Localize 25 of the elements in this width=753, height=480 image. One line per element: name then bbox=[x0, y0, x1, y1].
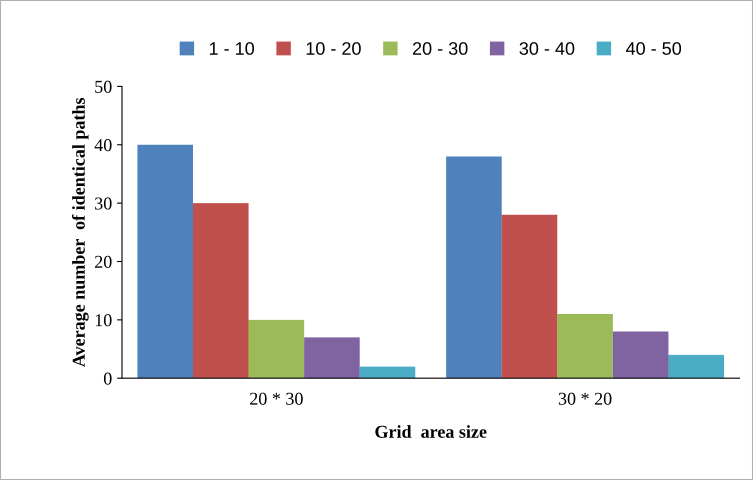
bar bbox=[192, 203, 249, 378]
bar bbox=[137, 144, 193, 378]
y-axis-title: Average number of identical paths bbox=[72, 98, 89, 367]
bar bbox=[502, 214, 558, 378]
x-tick-label: 20 * 30 bbox=[250, 392, 303, 405]
y-tick-label: 30 bbox=[95, 197, 112, 210]
legend-label: 10 - 20 bbox=[306, 42, 361, 55]
legend-label: 40 - 50 bbox=[626, 42, 682, 55]
bar bbox=[304, 337, 360, 378]
bar bbox=[668, 354, 724, 378]
y-tick-label: 0 bbox=[104, 372, 112, 385]
x-axis-title: Grid area size bbox=[375, 425, 486, 438]
y-tick-label: 40 bbox=[94, 139, 112, 152]
bar bbox=[248, 320, 304, 378]
bar bbox=[360, 366, 416, 378]
x-tick-label: 30 * 20 bbox=[558, 392, 612, 405]
bar bbox=[557, 314, 613, 378]
bar bbox=[612, 332, 668, 378]
y-tick-label: 20 bbox=[95, 256, 112, 268]
bar bbox=[446, 156, 502, 378]
legend-label: 1 - 10 bbox=[210, 42, 254, 55]
legend-label: 20 - 30 bbox=[412, 42, 468, 55]
y-tick-label: 10 bbox=[96, 314, 112, 326]
legend-label: 30 - 40 bbox=[519, 42, 574, 55]
y-tick-label: 50 bbox=[95, 80, 112, 93]
